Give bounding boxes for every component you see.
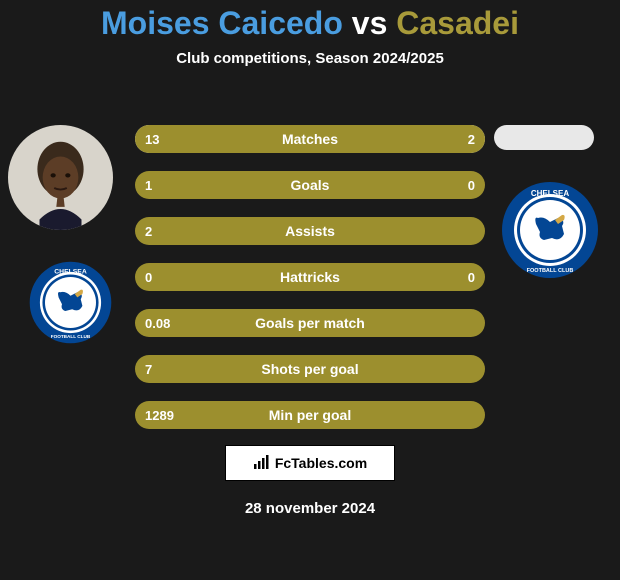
stat-value-left: 1289: [145, 401, 174, 429]
watermark: FcTables.com: [225, 445, 395, 481]
stat-label: Matches: [135, 125, 485, 153]
svg-text:FOOTBALL CLUB: FOOTBALL CLUB: [527, 268, 574, 274]
player1-club-badge: CHELSEA FOOTBALL CLUB: [28, 260, 113, 345]
stat-label: Shots per goal: [135, 355, 485, 383]
stat-value-right: 0: [468, 263, 475, 291]
player2-club-badge: CHELSEA FOOTBALL CLUB: [500, 180, 600, 280]
stat-label: Assists: [135, 217, 485, 245]
player2-name: Casadei: [396, 5, 519, 41]
stat-row: Min per goal1289: [135, 401, 485, 429]
stat-row: Goals1 0: [135, 171, 485, 199]
chart-icon: [253, 455, 269, 472]
stat-label: Goals per match: [135, 309, 485, 337]
svg-text:CHELSEA: CHELSEA: [54, 269, 87, 276]
subtitle: Club competitions, Season 2024/2025: [0, 50, 620, 67]
stat-row: Goals per match0.08: [135, 309, 485, 337]
stat-value-left: 0: [145, 263, 152, 291]
comparison-title: Moises Caicedo vs Casadei: [0, 0, 620, 42]
stat-row: Hattricks0 0: [135, 263, 485, 291]
stat-value-left: 0.08: [145, 309, 170, 337]
stat-label: Min per goal: [135, 401, 485, 429]
player1-avatar: [8, 125, 113, 230]
stat-row: Shots per goal7: [135, 355, 485, 383]
stats-chart: Matches132Goals10Assists2Hattricks00Goal…: [135, 125, 485, 447]
vs-text: vs: [352, 5, 388, 41]
stat-label: Goals: [135, 171, 485, 199]
svg-text:FOOTBALL CLUB: FOOTBALL CLUB: [51, 334, 91, 339]
stat-value-left: 13: [145, 125, 159, 153]
stat-row: Matches13 2: [135, 125, 485, 153]
stat-value-left: 1: [145, 171, 152, 199]
stat-value-right: 2: [468, 125, 475, 153]
svg-text:CHELSEA: CHELSEA: [531, 189, 569, 198]
stat-value-left: 7: [145, 355, 152, 383]
stat-label: Hattricks: [135, 263, 485, 291]
date: 28 november 2024: [0, 500, 620, 517]
stat-value-right: 0: [468, 171, 475, 199]
player1-name: Moises Caicedo: [101, 5, 343, 41]
stat-value-left: 2: [145, 217, 152, 245]
watermark-text: FcTables.com: [275, 455, 367, 471]
player2-avatar: [494, 125, 594, 150]
stat-row: Assists2: [135, 217, 485, 245]
